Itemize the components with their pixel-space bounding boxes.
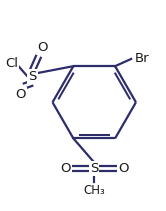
Text: S: S [90,162,98,175]
Text: O: O [118,162,128,175]
Text: CH₃: CH₃ [83,184,105,197]
Text: Cl: Cl [5,57,18,70]
Text: Br: Br [134,53,149,65]
Text: O: O [37,41,47,54]
Text: S: S [28,70,37,83]
Text: O: O [15,88,26,101]
Text: O: O [60,162,71,175]
